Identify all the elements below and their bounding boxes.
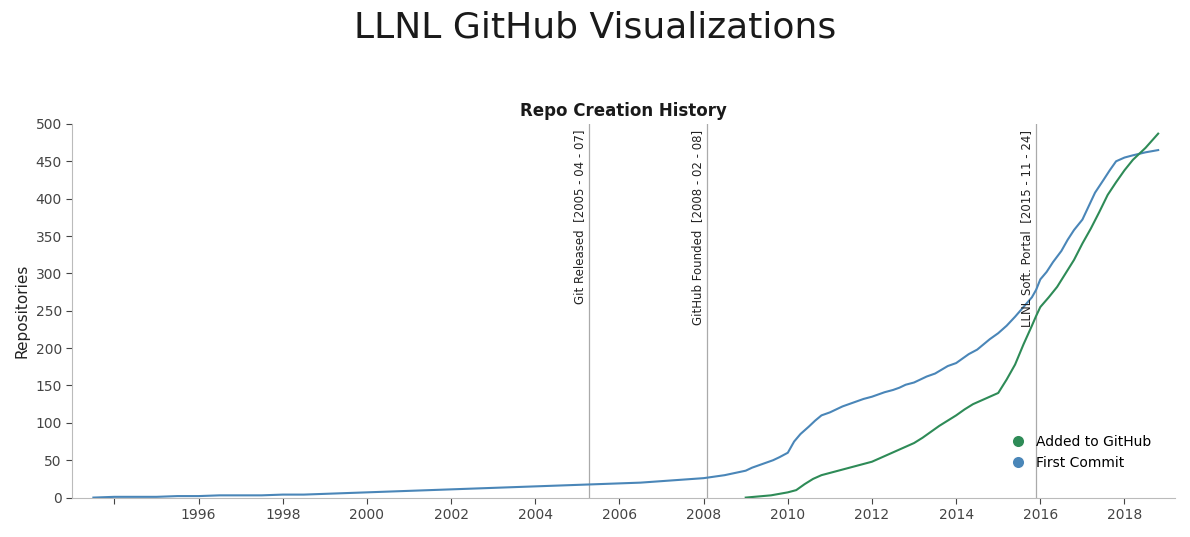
Title: Repo Creation History: Repo Creation History bbox=[520, 101, 727, 120]
Text: Git Released  [2005 - 04 - 07]: Git Released [2005 - 04 - 07] bbox=[574, 130, 587, 304]
Y-axis label: Repositories: Repositories bbox=[15, 264, 30, 358]
Text: LLNL GitHub Visualizations: LLNL GitHub Visualizations bbox=[353, 11, 837, 45]
Legend: Added to GitHub, First Commit: Added to GitHub, First Commit bbox=[998, 430, 1157, 476]
Text: LLNL Soft. Portal  [2015 - 11 - 24]: LLNL Soft. Portal [2015 - 11 - 24] bbox=[1020, 130, 1033, 327]
Text: GitHub Founded  [2008 - 02 - 08]: GitHub Founded [2008 - 02 - 08] bbox=[691, 130, 704, 325]
